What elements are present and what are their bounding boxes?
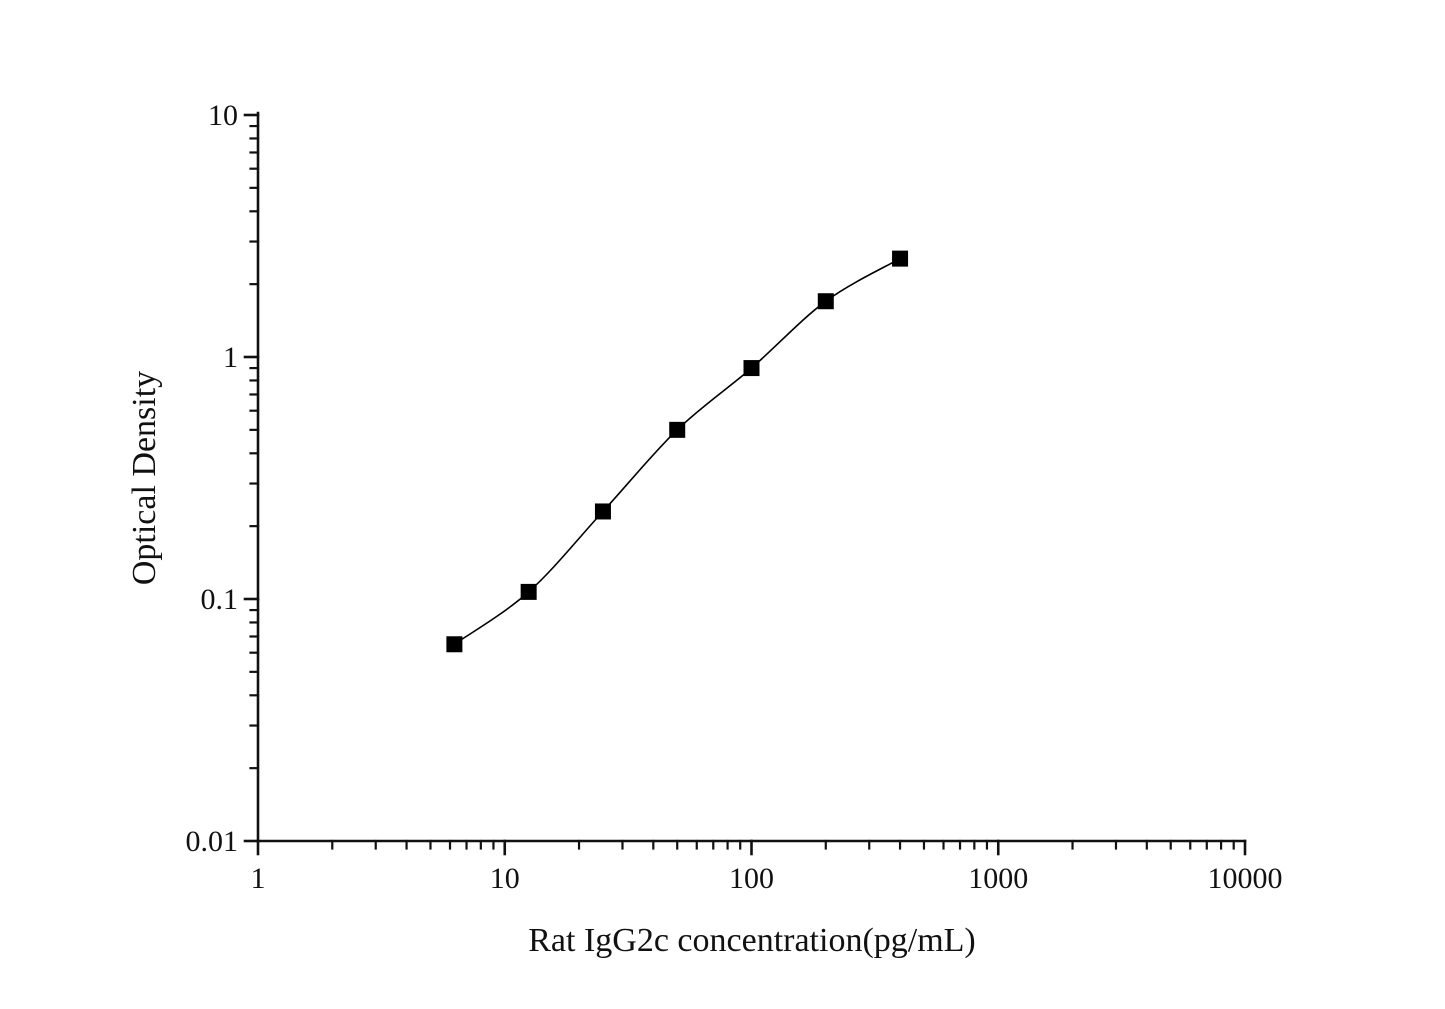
- axes-layer: 1 10 100 1000 10000 0.01 0.1 1 10: [186, 99, 1283, 895]
- x-tick-label: 100: [729, 862, 774, 895]
- x-tick-label: 1000: [968, 862, 1028, 895]
- y-axis-title: Optical Density: [126, 371, 163, 585]
- data-point-marker: [743, 360, 760, 377]
- y-tick-label: 1: [223, 341, 238, 374]
- x-tick-label: 10000: [1208, 862, 1283, 895]
- y-tick-label: 10: [208, 99, 238, 132]
- x-axis-title: Rat IgG2c concentration(pg/mL): [528, 922, 976, 959]
- data-point-marker: [446, 636, 463, 653]
- data-point-marker: [594, 503, 611, 520]
- data-point-marker: [669, 421, 686, 438]
- data-point-marker: [892, 250, 909, 267]
- x-tick-label: 1: [251, 862, 266, 895]
- data-point-marker: [520, 583, 537, 600]
- y-tick-label: 0.1: [201, 583, 239, 616]
- x-tick-label: 10: [490, 862, 520, 895]
- y-tick-label: 0.01: [186, 825, 239, 858]
- data-point-marker: [817, 293, 834, 310]
- series-layer: [446, 250, 909, 653]
